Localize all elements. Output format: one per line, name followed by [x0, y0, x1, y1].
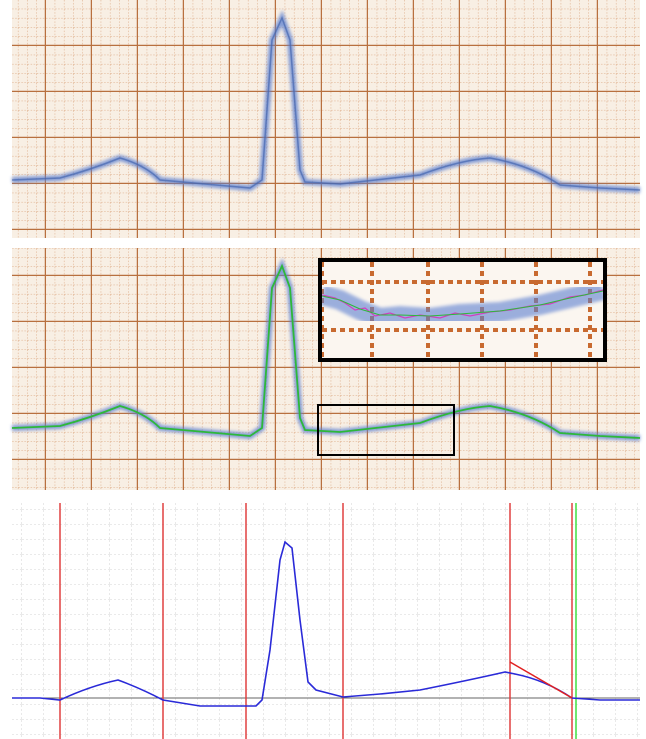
paper-ecg-traced: [12, 248, 640, 490]
zoom-inset: [320, 260, 605, 360]
paper-ecg-original: [12, 0, 640, 238]
figure: [0, 0, 646, 739]
digitized-signal-plot: [12, 503, 640, 739]
page: [0, 0, 646, 739]
